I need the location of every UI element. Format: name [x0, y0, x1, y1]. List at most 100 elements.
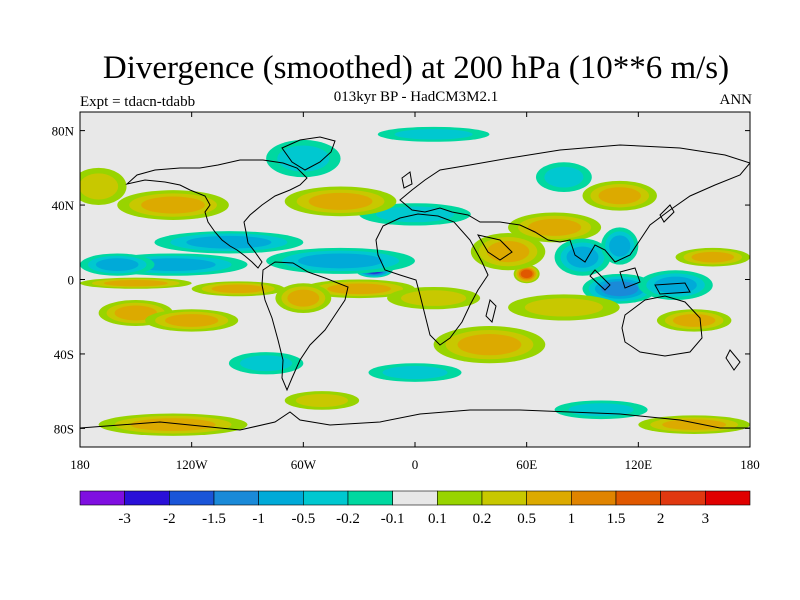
period-label: ANN: [719, 92, 753, 108]
anomaly-region-7: [303, 279, 415, 299]
coastline-south-america: [261, 261, 349, 392]
colorbar-label: -1.5: [202, 511, 226, 527]
contour-fill: [524, 298, 603, 317]
anomaly-region-13: [470, 232, 546, 271]
anomaly-region-12: [513, 264, 540, 284]
plot-title: Divergence (smoothed) at 200 hPa (10**6 …: [102, 50, 730, 86]
coastline-madagascar: [485, 299, 497, 323]
anomaly-region-33: [98, 413, 248, 436]
y-tick-label: 80N: [52, 124, 75, 139]
y-tick-label: 0: [68, 273, 75, 288]
colorbar-label: 2: [657, 511, 665, 527]
contour-fill: [544, 166, 584, 188]
contour-fill: [95, 258, 139, 271]
anomaly-region-3: [266, 247, 415, 274]
contour-fill: [401, 290, 467, 306]
anomaly-region-14: [508, 212, 602, 243]
anomaly-region-10: [145, 309, 239, 332]
colorbar-swatch: [347, 490, 393, 506]
colorbar-label: -0.5: [291, 511, 315, 527]
colorbar-label: 0.1: [428, 511, 447, 527]
map-axes: 180 120W 60W 0 60E 120E 180 80N 40N 0 40S 80S: [52, 112, 760, 472]
anomaly-region-25: [80, 167, 127, 206]
contour-fill: [211, 284, 265, 294]
contour-fill: [654, 276, 697, 294]
colorbar-swatch: [258, 490, 304, 506]
contour-fill: [662, 419, 727, 430]
colorbar-label: -3: [118, 511, 131, 527]
colorbar-label: -0.2: [336, 511, 360, 527]
x-tick-label: 60E: [516, 457, 537, 472]
coastline-british-isles: [401, 171, 413, 189]
coastline-antarctica: [80, 409, 750, 431]
contour-fill: [486, 240, 530, 263]
x-tick-label: 120W: [176, 457, 209, 472]
colorbar-swatch: [481, 490, 527, 506]
anomaly-region-11: [275, 283, 332, 313]
anomaly-region-4: [154, 231, 304, 254]
colorbar-swatch: [705, 490, 751, 506]
x-tick-label: 180: [70, 457, 90, 472]
colorbar-swatch: [169, 490, 215, 506]
colorbar-swatch: [437, 490, 483, 506]
contour-fill: [80, 173, 119, 200]
colorbar-label: 0.2: [473, 511, 492, 527]
contour-fill: [103, 280, 168, 287]
contour-fill: [672, 314, 716, 327]
colorbar-label: -1: [252, 511, 265, 527]
anomaly-region-22: [433, 326, 546, 364]
coastline-australia: [621, 295, 703, 357]
colorbar-label: 1.5: [607, 511, 626, 527]
anomaly-region-1: [80, 253, 155, 276]
colorbar-label: 3: [702, 511, 710, 527]
contour-fill: [141, 196, 205, 214]
contour-fill: [520, 269, 533, 279]
anomaly-region-36: [284, 391, 360, 410]
colorbar-swatch: [571, 490, 617, 506]
anomaly-region-28: [377, 126, 490, 142]
anomaly-region-8: [387, 286, 481, 310]
contour-fill: [609, 235, 631, 257]
coastline-north-america: [125, 159, 308, 269]
anomaly-region-6: [191, 281, 285, 297]
anomaly-region-32: [368, 363, 462, 382]
contour-fill: [295, 393, 349, 407]
coastlines: [80, 136, 750, 431]
contour-fill: [327, 283, 392, 295]
contour-fill: [308, 192, 373, 210]
anomaly-region-24: [117, 190, 229, 220]
contour-fill: [598, 187, 641, 205]
colorbar-swatch: [124, 490, 170, 506]
colorbar-swatch: [392, 490, 438, 506]
x-tick-label: 120E: [625, 457, 653, 472]
colorbar: -3 -2 -1.5 -1 -0.5 -0.2 -0.1 0.1 0.2 0.5 1 1.5 2 3: [79, 490, 751, 527]
x-tick-label: 0: [412, 457, 419, 472]
anomaly-region-26: [284, 186, 397, 217]
anomaly-region-29: [582, 180, 657, 211]
experiment-label: Expt = tdacn-tdabb: [80, 94, 196, 110]
coastline-new-guinea: [654, 282, 691, 295]
y-tick-label: 40S: [54, 347, 74, 362]
coastline-africa: [375, 213, 489, 346]
anomaly-region-18: [638, 270, 713, 300]
coastline-arabia: [476, 234, 513, 261]
plot-subtitle: 013kyr BP - HadCM3M2.1: [333, 89, 499, 105]
contour-fill: [457, 334, 522, 356]
contour-fill: [186, 235, 272, 249]
colorbar-label: -2: [163, 511, 176, 527]
x-tick-label: 60W: [291, 457, 317, 472]
anomaly-region-27: [266, 139, 341, 178]
contour-fill: [240, 355, 293, 372]
anomaly-region-19: [675, 247, 750, 267]
colorbar-label: 0.5: [517, 511, 536, 527]
coastline-greenland: [281, 136, 336, 171]
x-tick-label: 180: [740, 457, 760, 472]
anomaly-region-5: [80, 277, 192, 289]
anomaly-region-20: [656, 309, 732, 332]
contour-fill: [566, 246, 599, 268]
contour-fill: [527, 218, 582, 236]
anomaly-region-34: [638, 415, 750, 434]
divergence-field: [80, 126, 750, 436]
anomaly-region-15: [554, 238, 611, 276]
